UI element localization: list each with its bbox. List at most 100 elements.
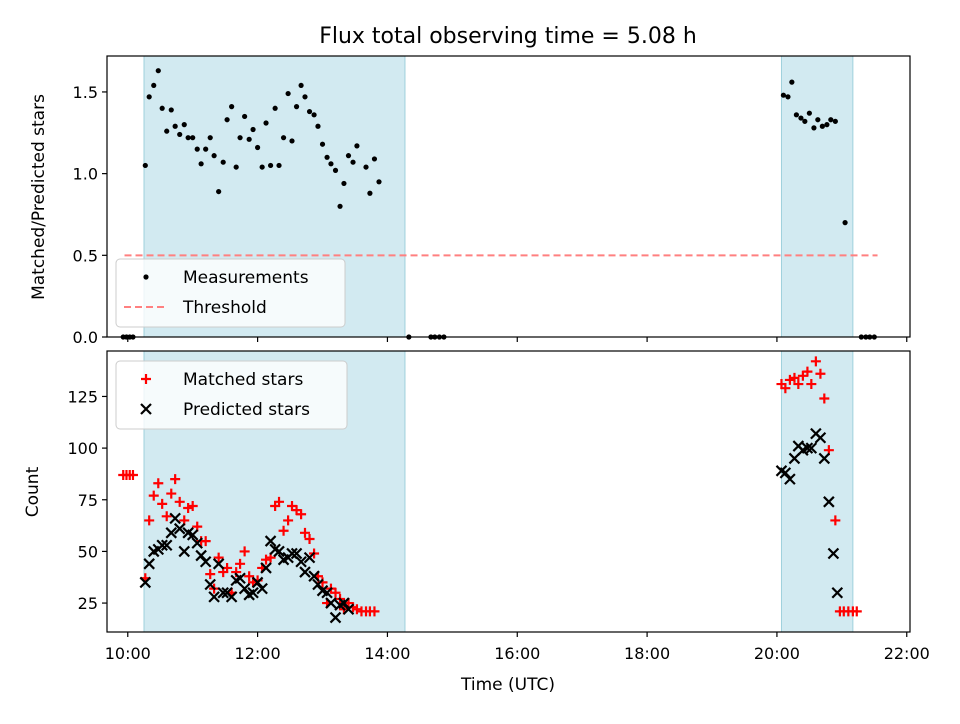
matched-stars-point <box>187 500 198 511</box>
matched-stars-point <box>213 552 224 563</box>
predicted-stars-point <box>299 566 311 578</box>
predicted-stars-point <box>208 591 220 603</box>
predicted-stars-point <box>818 452 831 465</box>
legend-box <box>115 258 346 328</box>
measurement-point <box>242 113 248 120</box>
measurement-point <box>806 110 812 116</box>
measurement-point <box>341 180 347 187</box>
measurement-point <box>815 117 821 123</box>
predicted-stars-point <box>143 558 155 570</box>
matched-stars-point <box>174 496 185 507</box>
measurement-point <box>276 162 282 169</box>
predicted-stars-point <box>831 586 844 599</box>
measurement-point <box>159 105 165 111</box>
predicted-stars-point <box>273 545 285 558</box>
matched-stars-point <box>200 536 211 547</box>
matched-stars-point <box>351 604 362 615</box>
y-tick-label: 1.0 <box>73 165 98 184</box>
measurement-point <box>194 146 200 152</box>
measurement-point <box>345 153 352 159</box>
measurement-point <box>306 108 313 115</box>
predicted-stars-point <box>325 597 337 609</box>
y-tick-label: 100 <box>67 439 98 458</box>
measurement-point <box>376 179 382 185</box>
measurement-point <box>332 167 339 173</box>
predicted-stars-point <box>191 537 204 549</box>
matched-stars-point <box>806 379 817 390</box>
matched-stars-point <box>261 554 272 565</box>
measurement-point <box>177 131 183 138</box>
matched-stars-point <box>330 587 341 598</box>
measurement-point <box>789 79 795 85</box>
measurement-point <box>824 122 830 128</box>
predicted-stars-point <box>165 527 178 539</box>
measurement-point <box>190 135 196 141</box>
legend-label: Predicted stars <box>183 400 310 420</box>
predicted-stars-point <box>251 576 264 589</box>
measurement-point <box>324 154 330 160</box>
matched-stars-point <box>815 368 826 379</box>
predicted-stars-point <box>186 529 199 541</box>
legend-marker <box>141 374 151 384</box>
predicted-stars-point <box>308 570 320 582</box>
predicted-stars-point <box>321 586 333 599</box>
measurement-point <box>285 90 291 97</box>
measurement-point <box>216 188 222 195</box>
predicted-stars-point <box>264 535 277 547</box>
measurement-point <box>146 94 152 100</box>
predicted-stars-point <box>286 547 298 560</box>
matched-stars-point <box>369 606 380 617</box>
legend-box <box>115 360 348 430</box>
predicted-stars-point <box>788 452 801 465</box>
matched-stars-point <box>205 569 216 580</box>
y-tick-label: 25 <box>78 594 98 613</box>
measurement-point <box>250 126 256 133</box>
predicted-stars-point <box>823 496 835 508</box>
measurement-point <box>832 118 838 124</box>
measurement-point <box>207 135 213 141</box>
x-tick-label: 20:00 <box>754 644 800 663</box>
measurement-point <box>793 112 799 118</box>
predicted-stars-point <box>199 555 212 568</box>
measurement-point <box>293 104 300 110</box>
y-tick-label: 50 <box>78 542 98 561</box>
chart-title: Flux total observing time = 5.08 h <box>319 24 697 49</box>
measurement-point <box>164 128 170 134</box>
y-tick-label: 125 <box>67 387 98 406</box>
measurement-point <box>211 153 217 159</box>
matched-stars-point <box>127 469 138 480</box>
measurement-point <box>272 105 278 111</box>
predicted-stars-point <box>139 576 152 589</box>
x-tick-label: 22:00 <box>884 644 930 663</box>
plot-frame <box>106 55 911 338</box>
predicted-stars-point <box>160 539 173 551</box>
y-tick-label: 0.0 <box>73 328 98 347</box>
predicted-stars-point <box>260 562 272 574</box>
measurement-point <box>181 122 187 128</box>
measurement-point <box>337 203 343 209</box>
matched-stars-point <box>148 490 159 501</box>
measurement-point <box>311 112 317 118</box>
measurement-point <box>350 159 356 165</box>
plot-frame <box>106 350 911 633</box>
x-tick-label: 18:00 <box>624 644 670 663</box>
measurement-point <box>354 143 360 149</box>
legend-label: Matched stars <box>183 370 303 390</box>
measurement-point <box>263 120 269 126</box>
measurement-point <box>203 146 209 152</box>
predicted-stars-point <box>827 547 840 560</box>
matched-stars-point <box>161 511 172 522</box>
matched-stars-point <box>274 496 285 507</box>
measurement-point <box>289 138 295 144</box>
predicted-stars-point <box>290 547 303 560</box>
matched-stars-point <box>810 356 821 367</box>
measurement-point <box>151 82 157 89</box>
matched-stars-point <box>183 503 194 514</box>
matched-stars-point <box>235 558 246 569</box>
legend-label: Threshold <box>182 298 267 318</box>
predicted-stars-point <box>779 467 792 479</box>
predicted-stars-point <box>173 522 186 535</box>
predicted-stars-point <box>784 473 796 485</box>
ratio-panel-ylabel: Matched/Predicted stars <box>29 94 49 300</box>
matched-stars-point <box>819 393 830 404</box>
